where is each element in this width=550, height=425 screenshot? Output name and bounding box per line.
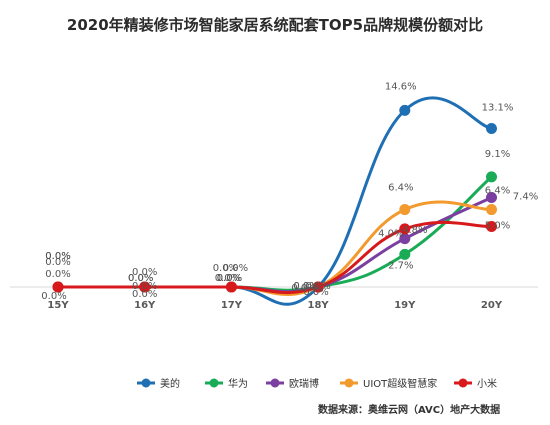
data-point-s5-19Y bbox=[399, 223, 411, 235]
data-label-s5-17Y: 0.0% bbox=[217, 273, 242, 284]
data-label-s2-16Y: 0.0% bbox=[132, 267, 157, 278]
legend-item-s2: 华为 bbox=[205, 377, 248, 390]
data-label-s3-18Y: 0.0% bbox=[305, 281, 330, 292]
data-label-s2-15Y: 0.0% bbox=[45, 257, 70, 268]
x-tick-label-18Y: 18Y bbox=[308, 300, 330, 311]
data-label-s3-16Y: 0.0% bbox=[132, 281, 157, 292]
legend-marker-s3 bbox=[270, 378, 280, 388]
data-label-s3-17Y: 0.0% bbox=[215, 273, 240, 284]
legend-label-uiot: UIOT超级智慧家 bbox=[363, 377, 437, 390]
series-line-s3 bbox=[58, 196, 493, 294]
data-point-s1-19Y bbox=[399, 104, 411, 116]
data-label-s1-16Y: 0.0% bbox=[128, 273, 153, 284]
data-label-s2-19Y: 2.7% bbox=[388, 260, 413, 271]
legend-label-s1: 美的 bbox=[160, 377, 180, 390]
legend-item-uiot: UIOT超级智慧家 bbox=[340, 377, 437, 390]
data-label-s5-18Y: 0.0% bbox=[293, 281, 318, 292]
data-label-uiot-15Y: 0.0% bbox=[41, 291, 66, 302]
legend-label-s3: 欧瑞博 bbox=[289, 377, 319, 390]
data-label-s1-15Y: 0.0% bbox=[45, 251, 70, 262]
data-point-uiot-19Y bbox=[399, 204, 411, 216]
data-label-uiot-20Y: 6.4% bbox=[485, 186, 510, 197]
data-label-s1-18Y: 0.0% bbox=[293, 281, 318, 292]
data-label-uiot-16Y: 0.0% bbox=[132, 289, 157, 300]
data-label-s5-15Y: 0.0% bbox=[45, 251, 70, 262]
data-point-uiot-20Y bbox=[486, 204, 497, 216]
data-label-s5-16Y: 0.0% bbox=[128, 273, 153, 284]
legend-label-s5: 小米 bbox=[477, 377, 497, 390]
series-layer bbox=[52, 96, 497, 306]
data-label-s3-15Y: 0.0% bbox=[45, 269, 70, 280]
data-point-s5-20Y bbox=[486, 221, 497, 232]
data-point-s1-20Y bbox=[486, 122, 497, 134]
data-point-s2-20Y bbox=[486, 171, 497, 183]
legend-item-s5: 小米 bbox=[454, 377, 497, 390]
data-label-s5-19Y: 4.8% bbox=[402, 225, 427, 236]
x-tick-label-16Y: 16Y bbox=[134, 300, 156, 311]
data-label-uiot-18Y: 0.0% bbox=[303, 287, 328, 298]
x-tick-label-15Y: 15Y bbox=[47, 300, 69, 311]
data-label-s2-20Y: 9.1% bbox=[485, 149, 510, 160]
legend-marker-s2 bbox=[209, 378, 219, 388]
data-point-s3-19Y bbox=[399, 233, 411, 245]
data-point-s5-15Y bbox=[52, 281, 64, 293]
legend-item-s3: 欧瑞博 bbox=[266, 377, 319, 390]
data-label-s2-18Y: 0.0% bbox=[291, 283, 316, 294]
data-label-uiot-17Y: 0.0% bbox=[213, 263, 238, 274]
legend-label-s2: 华为 bbox=[228, 377, 248, 390]
data-point-s5-16Y bbox=[139, 281, 151, 293]
x-tick-label-20Y: 20Y bbox=[481, 300, 503, 311]
series-line-uiot bbox=[58, 200, 492, 296]
data-label-s1-20Y: 13.1% bbox=[482, 102, 514, 113]
legend-marker-s5 bbox=[458, 378, 468, 388]
data-label-s3-19Y: 4.0% bbox=[378, 229, 403, 240]
label-layer: 0.0%0.0% 0.0%0.0%14.6%13.1%0.0%0.0% 0.0%0.… bbox=[41, 81, 538, 302]
series-line-s1 bbox=[58, 96, 492, 306]
legend-marker-uiot bbox=[344, 378, 354, 388]
data-point-s5-18Y bbox=[312, 281, 324, 293]
legend-item-s1: 美的 bbox=[137, 377, 180, 390]
chart-title: 2020年精装修市场智能家居系统配套TOP5品牌规模份额对比 bbox=[66, 16, 484, 34]
legend-marker-s1 bbox=[141, 378, 151, 388]
x-tick-label-17Y: 17Y bbox=[221, 300, 243, 311]
data-label-uiot-19Y: 6.4% bbox=[388, 183, 413, 194]
data-label-s3-20Y: 7.4% bbox=[513, 191, 538, 202]
series-line-s5 bbox=[58, 220, 492, 295]
x-tick-label-19Y: 19Y bbox=[394, 300, 416, 311]
data-label-s1-19Y: 14.6% bbox=[385, 81, 417, 92]
category-axis: 15Y 16Y 17Y 18Y 19Y 20Y bbox=[47, 300, 502, 311]
data-point-s2-19Y bbox=[399, 248, 411, 260]
data-point-s3-20Y bbox=[486, 191, 497, 203]
data-label-s5-20Y: 5.0% bbox=[485, 221, 510, 232]
legend: 美的 华为 欧瑞博 UIOT超级智慧家 小米 bbox=[137, 377, 497, 390]
data-label-s1-17Y: 0.0% bbox=[217, 273, 242, 284]
source-note: 数据来源：奥维云网（AVC）地产大数据 bbox=[318, 405, 501, 416]
data-label-s2-17Y: 0.0% bbox=[223, 263, 248, 274]
data-point-s5-17Y bbox=[225, 281, 237, 293]
